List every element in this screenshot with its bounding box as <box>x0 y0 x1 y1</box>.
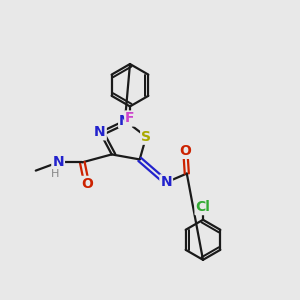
Text: O: O <box>179 144 191 158</box>
Text: Cl: Cl <box>196 200 210 214</box>
Text: O: O <box>81 177 93 191</box>
Text: N: N <box>52 155 64 170</box>
Text: H: H <box>51 169 59 179</box>
Text: N: N <box>119 114 131 128</box>
Text: N: N <box>94 125 106 139</box>
Text: N: N <box>160 176 172 189</box>
Text: S: S <box>141 130 151 144</box>
Text: F: F <box>125 112 135 125</box>
